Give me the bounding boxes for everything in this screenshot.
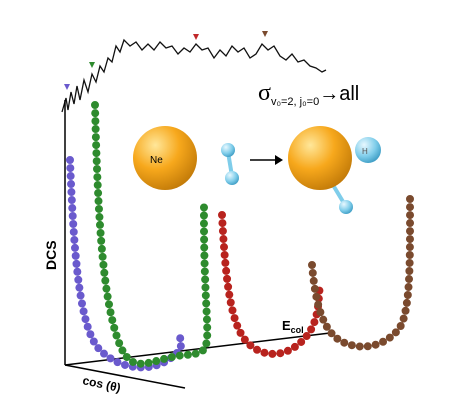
marker — [262, 31, 268, 37]
h-atom — [221, 143, 235, 157]
atom-label: Ne — [150, 155, 163, 166]
marker — [64, 84, 70, 90]
x-axis-label: cos (θ) — [81, 373, 122, 395]
ne-atom — [288, 126, 352, 190]
red-curve — [222, 215, 320, 354]
purple-curve — [70, 160, 181, 367]
subscript: v₀=2, j₀=0 — [271, 96, 319, 108]
atom-label: H — [362, 147, 368, 156]
ne-atom — [133, 126, 197, 190]
tail: →all — [319, 83, 359, 105]
h-atom — [225, 171, 239, 185]
h-atom — [339, 200, 353, 214]
y-axis-label: DCS — [43, 240, 59, 270]
marker — [89, 62, 95, 68]
z-axis-label: Ecol — [282, 318, 304, 335]
main: E — [282, 318, 291, 333]
arrow-head — [275, 155, 283, 165]
cross-section-label: σv₀=2, j₀=0→all — [258, 80, 359, 108]
brown-curve — [312, 198, 410, 347]
sigma: σ — [258, 80, 271, 106]
h-atom — [355, 137, 381, 163]
marker — [193, 34, 199, 40]
figure: Ne H σv₀=2, j₀=0→all DCS cos (θ) Ecol — [0, 0, 455, 401]
subscript: col — [291, 325, 304, 335]
